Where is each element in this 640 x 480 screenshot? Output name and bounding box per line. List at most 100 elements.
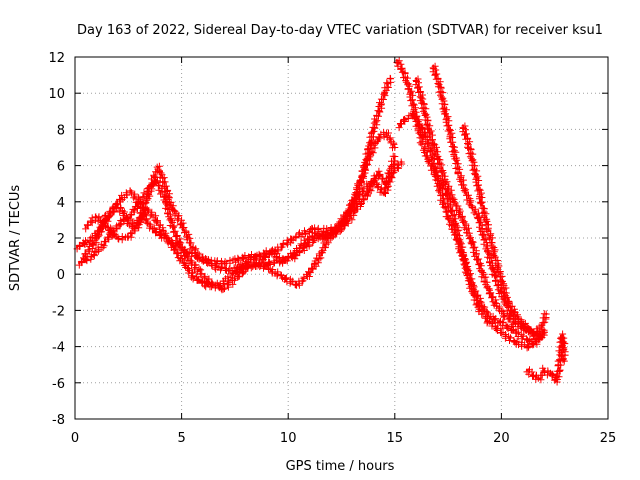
data-point <box>316 258 320 261</box>
data-point <box>235 258 239 261</box>
data-point <box>346 220 350 223</box>
data-point <box>489 316 492 319</box>
data-point <box>127 236 130 240</box>
data-point <box>184 254 188 258</box>
x-tick-label: 25 <box>600 431 617 446</box>
data-point <box>412 113 416 117</box>
data-point <box>206 283 209 287</box>
data-point <box>404 117 407 120</box>
data-point <box>75 245 79 249</box>
data-point <box>427 128 431 131</box>
data-point <box>545 312 548 316</box>
data-point <box>542 329 546 332</box>
data-point <box>444 182 448 185</box>
data-point <box>487 289 490 292</box>
data-point <box>154 218 158 222</box>
y-tick-label: -2 <box>52 304 65 319</box>
data-point <box>280 260 283 263</box>
data-point <box>152 229 156 232</box>
data-point <box>385 182 388 185</box>
data-point <box>532 374 535 377</box>
data-point <box>214 265 217 269</box>
data-point <box>127 218 130 222</box>
data-point <box>191 245 194 249</box>
data-point <box>368 155 371 158</box>
data-point <box>382 92 386 95</box>
data-point <box>455 236 458 240</box>
data-point <box>510 314 514 317</box>
data-point <box>478 309 482 312</box>
data-point <box>557 367 561 370</box>
data-point <box>474 173 477 176</box>
data-point <box>101 244 104 247</box>
data-point <box>536 334 539 337</box>
data-point <box>421 128 424 131</box>
data-point <box>163 197 166 200</box>
data-point <box>365 193 369 196</box>
data-point <box>478 265 482 269</box>
y-tick-label: 2 <box>57 232 65 247</box>
data-point <box>495 305 499 308</box>
data-point <box>487 229 490 232</box>
x-axis-title: GPS time / hours <box>286 459 395 474</box>
data-point <box>551 374 554 377</box>
x-tick-labels: 0 5 10 15 20 25 <box>71 431 616 446</box>
data-point <box>468 146 471 149</box>
data-point <box>233 278 237 281</box>
y-tick-label: 0 <box>57 268 65 283</box>
data-point <box>90 254 94 258</box>
data-point <box>137 222 141 225</box>
data-point <box>540 336 544 339</box>
data-point <box>201 258 205 261</box>
data-point <box>558 354 562 357</box>
data-point <box>223 262 226 265</box>
data-point <box>116 204 119 207</box>
data-point <box>421 101 424 104</box>
x-tick-label: 15 <box>387 431 404 446</box>
data-point <box>156 166 160 169</box>
data-point <box>257 262 260 265</box>
y-tick-label: 12 <box>48 51 65 66</box>
chart-title: Day 163 of 2022, Sidereal Day-to-day VTE… <box>77 23 603 38</box>
data-point <box>481 305 484 308</box>
data-point <box>223 287 226 290</box>
data-point <box>538 378 541 381</box>
data-point <box>457 171 460 174</box>
data-point <box>171 245 175 249</box>
y-tick-label: -4 <box>52 341 65 356</box>
data-point <box>451 142 454 146</box>
data-point <box>129 189 132 193</box>
data-point <box>400 160 403 164</box>
data-point <box>376 171 379 174</box>
data-point <box>361 189 364 193</box>
data-point <box>436 155 439 158</box>
data-point <box>135 204 138 207</box>
data-point <box>197 269 200 272</box>
data-point <box>146 189 149 193</box>
data-point <box>385 131 388 135</box>
data-point <box>95 215 98 218</box>
data-point <box>414 77 418 80</box>
data-point <box>393 155 396 158</box>
data-point <box>105 225 109 229</box>
data-point <box>180 222 183 225</box>
x-tick-label: 10 <box>280 431 297 446</box>
data-point <box>408 88 411 91</box>
data-point <box>306 274 309 278</box>
data-point <box>393 146 396 149</box>
data-point <box>105 215 109 218</box>
data-point <box>382 193 386 196</box>
data-point <box>525 368 529 372</box>
data-point <box>500 278 503 281</box>
data-point <box>506 325 509 328</box>
data-point <box>461 124 465 128</box>
data-point <box>542 368 546 372</box>
y-tick-label: 6 <box>57 160 65 175</box>
data-point <box>555 379 558 383</box>
data-point <box>527 340 531 343</box>
data-point <box>504 334 507 337</box>
x-tick-label: 5 <box>177 431 185 446</box>
data-point <box>304 240 307 243</box>
data-point <box>515 314 518 317</box>
